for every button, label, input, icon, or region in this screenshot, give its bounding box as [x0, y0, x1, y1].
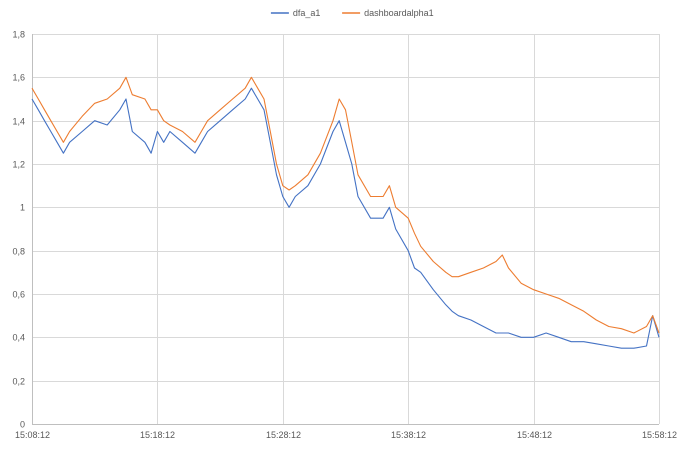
y-tick-label: 1,8	[12, 30, 25, 40]
series-lines	[31, 76, 660, 349]
y-tick-label: 1,6	[12, 73, 25, 83]
x-tick-label: 15:58:12	[642, 430, 677, 440]
series-line-dfa_a1	[31, 87, 660, 349]
legend-label: dashboardalpha1	[364, 8, 434, 18]
y-tick-label: 0,8	[12, 247, 25, 257]
x-tick-label: 15:38:12	[391, 430, 426, 440]
y-tick-label: 1,4	[12, 117, 25, 127]
y-tick-label: 0	[20, 420, 25, 430]
y-tick-label: 1,2	[12, 160, 25, 170]
x-tick-label: 15:48:12	[517, 430, 552, 440]
x-tick-label: 15:08:12	[15, 430, 50, 440]
axes: 0 0,2 0,4 0,6 0,8 1 1,2 1,4 1,6 1,8 15:08:12 15:18:…	[12, 30, 677, 441]
y-tick-label: 0,4	[12, 333, 25, 343]
legend: dfa_a1 dashboardalpha1	[270, 8, 434, 18]
y-tick-label: 1	[20, 203, 25, 213]
legend-label: dfa_a1	[293, 8, 321, 18]
series-line-dashboardalpha1	[31, 76, 660, 334]
y-tick-label: 0,6	[12, 290, 25, 300]
x-tick-label: 15:28:12	[266, 430, 301, 440]
x-tick-label: 15:18:12	[140, 430, 175, 440]
y-tick-label: 0,2	[12, 377, 25, 387]
grid-lines	[32, 34, 660, 424]
